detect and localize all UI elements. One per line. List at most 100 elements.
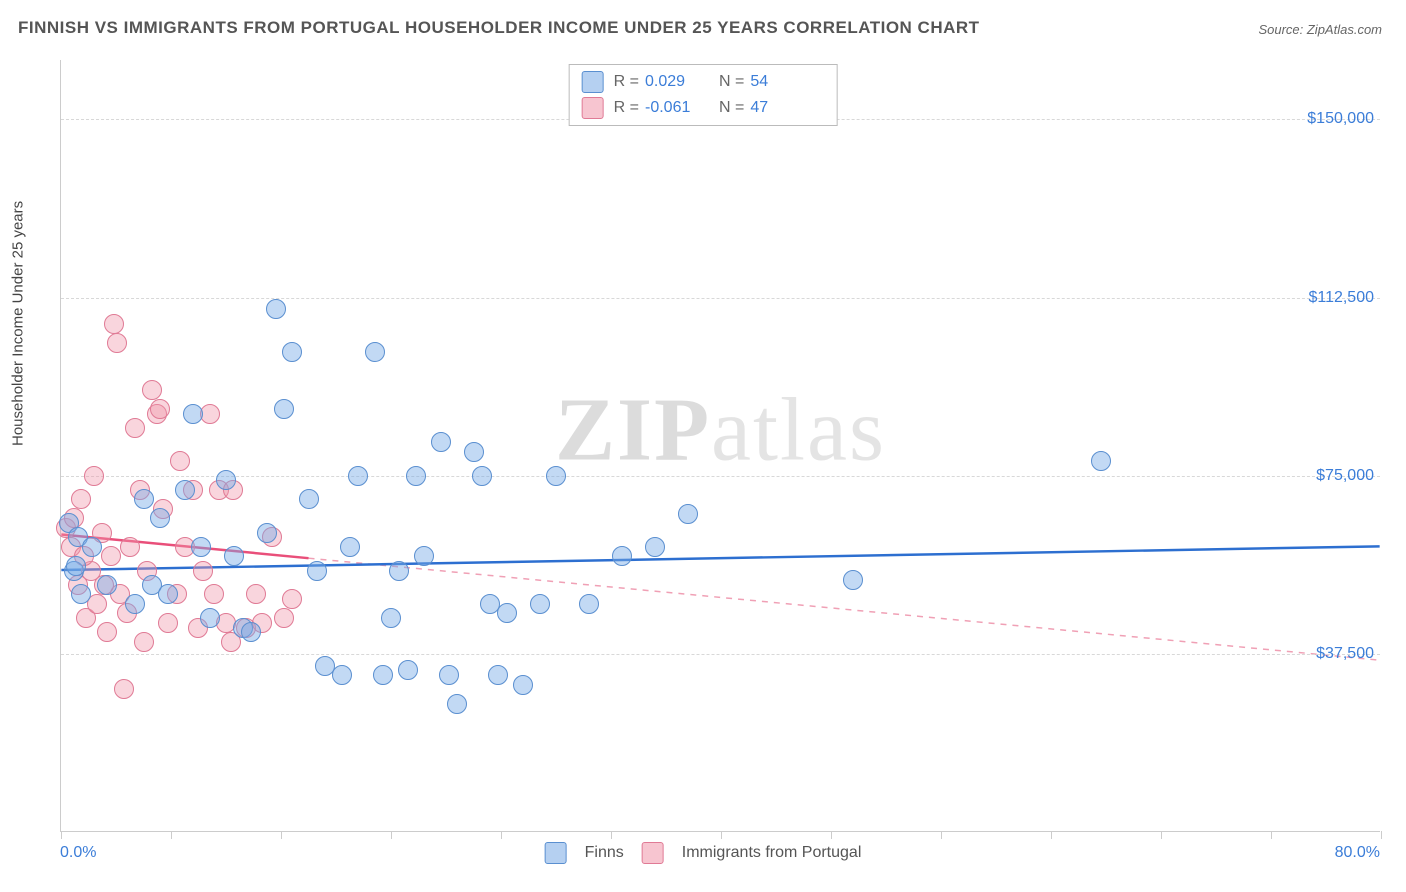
data-point — [546, 466, 566, 486]
data-point — [125, 594, 145, 614]
data-point — [114, 679, 134, 699]
x-tick — [391, 831, 392, 839]
data-point — [274, 608, 294, 628]
y-tick-label: $37,500 — [1316, 645, 1374, 663]
data-point — [142, 380, 162, 400]
legend-item: Immigrants from Portugal — [642, 842, 862, 864]
trendline — [61, 546, 1379, 570]
data-point — [406, 466, 426, 486]
data-point — [97, 622, 117, 642]
data-point — [431, 432, 451, 452]
data-point — [389, 561, 409, 581]
data-point — [530, 594, 550, 614]
x-tick — [1381, 831, 1382, 839]
data-point — [150, 399, 170, 419]
gridline — [61, 654, 1380, 655]
data-point — [488, 665, 508, 685]
x-tick — [281, 831, 282, 839]
r-label: R = — [614, 73, 639, 91]
x-tick — [611, 831, 612, 839]
data-point — [191, 537, 211, 557]
data-point — [158, 584, 178, 604]
data-point — [1091, 451, 1111, 471]
x-tick — [1271, 831, 1272, 839]
legend-swatch — [582, 97, 604, 119]
legend-row: R = -0.061 N = 47 — [570, 95, 837, 121]
y-tick-label: $112,500 — [1308, 289, 1374, 307]
data-point — [579, 594, 599, 614]
data-point — [645, 537, 665, 557]
data-point — [464, 442, 484, 462]
correlation-legend: R = 0.029 N = 54 R = -0.061 N = 47 — [569, 64, 838, 126]
data-point — [513, 675, 533, 695]
x-tick — [501, 831, 502, 839]
data-point — [257, 523, 277, 543]
r-label: R = — [614, 99, 639, 117]
data-point — [447, 694, 467, 714]
n-label: N = — [719, 99, 744, 117]
data-point — [193, 561, 213, 581]
legend-row: R = 0.029 N = 54 — [570, 69, 837, 95]
data-point — [241, 622, 261, 642]
plot-area: ZIPatlas $37,500$75,000$112,500$150,000 — [60, 60, 1380, 832]
data-point — [200, 608, 220, 628]
data-point — [216, 470, 236, 490]
data-point — [307, 561, 327, 581]
n-value: 47 — [750, 99, 806, 117]
data-point — [472, 466, 492, 486]
r-value: 0.029 — [645, 73, 701, 91]
legend-swatch — [582, 71, 604, 93]
data-point — [204, 584, 224, 604]
data-point — [266, 299, 286, 319]
legend-swatch — [642, 842, 664, 864]
data-point — [107, 333, 127, 353]
data-point — [612, 546, 632, 566]
r-value: -0.061 — [645, 99, 701, 117]
data-point — [373, 665, 393, 685]
x-max-label: 80.0% — [1335, 844, 1380, 862]
data-point — [120, 537, 140, 557]
x-tick — [721, 831, 722, 839]
x-min-label: 0.0% — [60, 844, 96, 862]
data-point — [224, 546, 244, 566]
data-point — [299, 489, 319, 509]
trend-svg — [61, 60, 1380, 831]
data-point — [246, 584, 266, 604]
data-point — [71, 584, 91, 604]
data-point — [497, 603, 517, 623]
data-point — [348, 466, 368, 486]
data-point — [340, 537, 360, 557]
x-tick — [1161, 831, 1162, 839]
chart-title: FINNISH VS IMMIGRANTS FROM PORTUGAL HOUS… — [18, 18, 980, 38]
data-point — [175, 480, 195, 500]
data-point — [66, 556, 86, 576]
data-point — [274, 399, 294, 419]
y-axis-title: Householder Income Under 25 years — [10, 201, 27, 446]
y-tick-label: $150,000 — [1307, 110, 1374, 128]
data-point — [398, 660, 418, 680]
x-tick — [61, 831, 62, 839]
gridline — [61, 476, 1380, 477]
data-point — [381, 608, 401, 628]
data-point — [439, 665, 459, 685]
data-point — [125, 418, 145, 438]
data-point — [282, 342, 302, 362]
legend-item: Finns — [545, 842, 624, 864]
data-point — [414, 546, 434, 566]
legend-label: Finns — [585, 844, 624, 862]
data-point — [365, 342, 385, 362]
data-point — [97, 575, 117, 595]
data-point — [678, 504, 698, 524]
data-point — [134, 489, 154, 509]
x-tick — [831, 831, 832, 839]
gridline — [61, 298, 1380, 299]
data-point — [282, 589, 302, 609]
n-label: N = — [719, 73, 744, 91]
y-tick-label: $75,000 — [1316, 467, 1374, 485]
data-point — [332, 665, 352, 685]
n-value: 54 — [750, 73, 806, 91]
data-point — [843, 570, 863, 590]
data-point — [158, 613, 178, 633]
data-point — [170, 451, 190, 471]
legend-label: Immigrants from Portugal — [682, 844, 862, 862]
